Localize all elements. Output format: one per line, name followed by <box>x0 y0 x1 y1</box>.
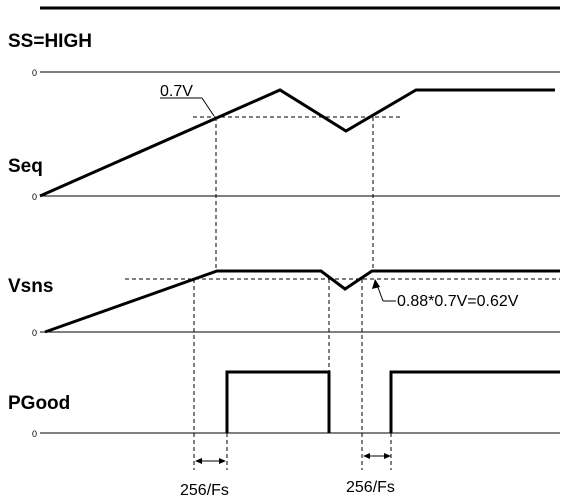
pgood-label: PGood <box>8 393 70 414</box>
pgood-zero-label: 0 <box>32 429 37 439</box>
seq-threshold-leader <box>201 97 215 117</box>
delay-label-2: 256/Fs <box>346 479 395 496</box>
seq-zero-label: 0 <box>32 192 37 202</box>
delay-arrow-1-right-head <box>219 458 226 464</box>
pgood-waveform-pulse-2 <box>389 370 560 433</box>
seq-waveform <box>39 88 555 198</box>
vsns-zero-label: 0 <box>32 328 37 338</box>
seq-label: Seq <box>8 156 43 177</box>
pgood-waveform-pulse-1 <box>225 370 331 433</box>
delay-arrow-2-right-head <box>384 453 391 459</box>
delay-arrow-1-left-head <box>195 458 202 464</box>
diagram-title: SS=HIGH <box>8 31 92 52</box>
vsns-label: Vsns <box>8 276 53 297</box>
vsns-threshold-label: 0.88*0.7V=0.62V <box>397 293 519 310</box>
vsns-threshold-arrowhead <box>372 279 380 289</box>
delay-label-1: 256/Fs <box>180 482 229 499</box>
seq-threshold-label: 0.7V <box>160 83 193 100</box>
seq-upper-tick-label: 0 <box>32 68 37 78</box>
vsns-waveform <box>44 269 560 334</box>
delay-arrow-2-left-head <box>363 453 370 459</box>
